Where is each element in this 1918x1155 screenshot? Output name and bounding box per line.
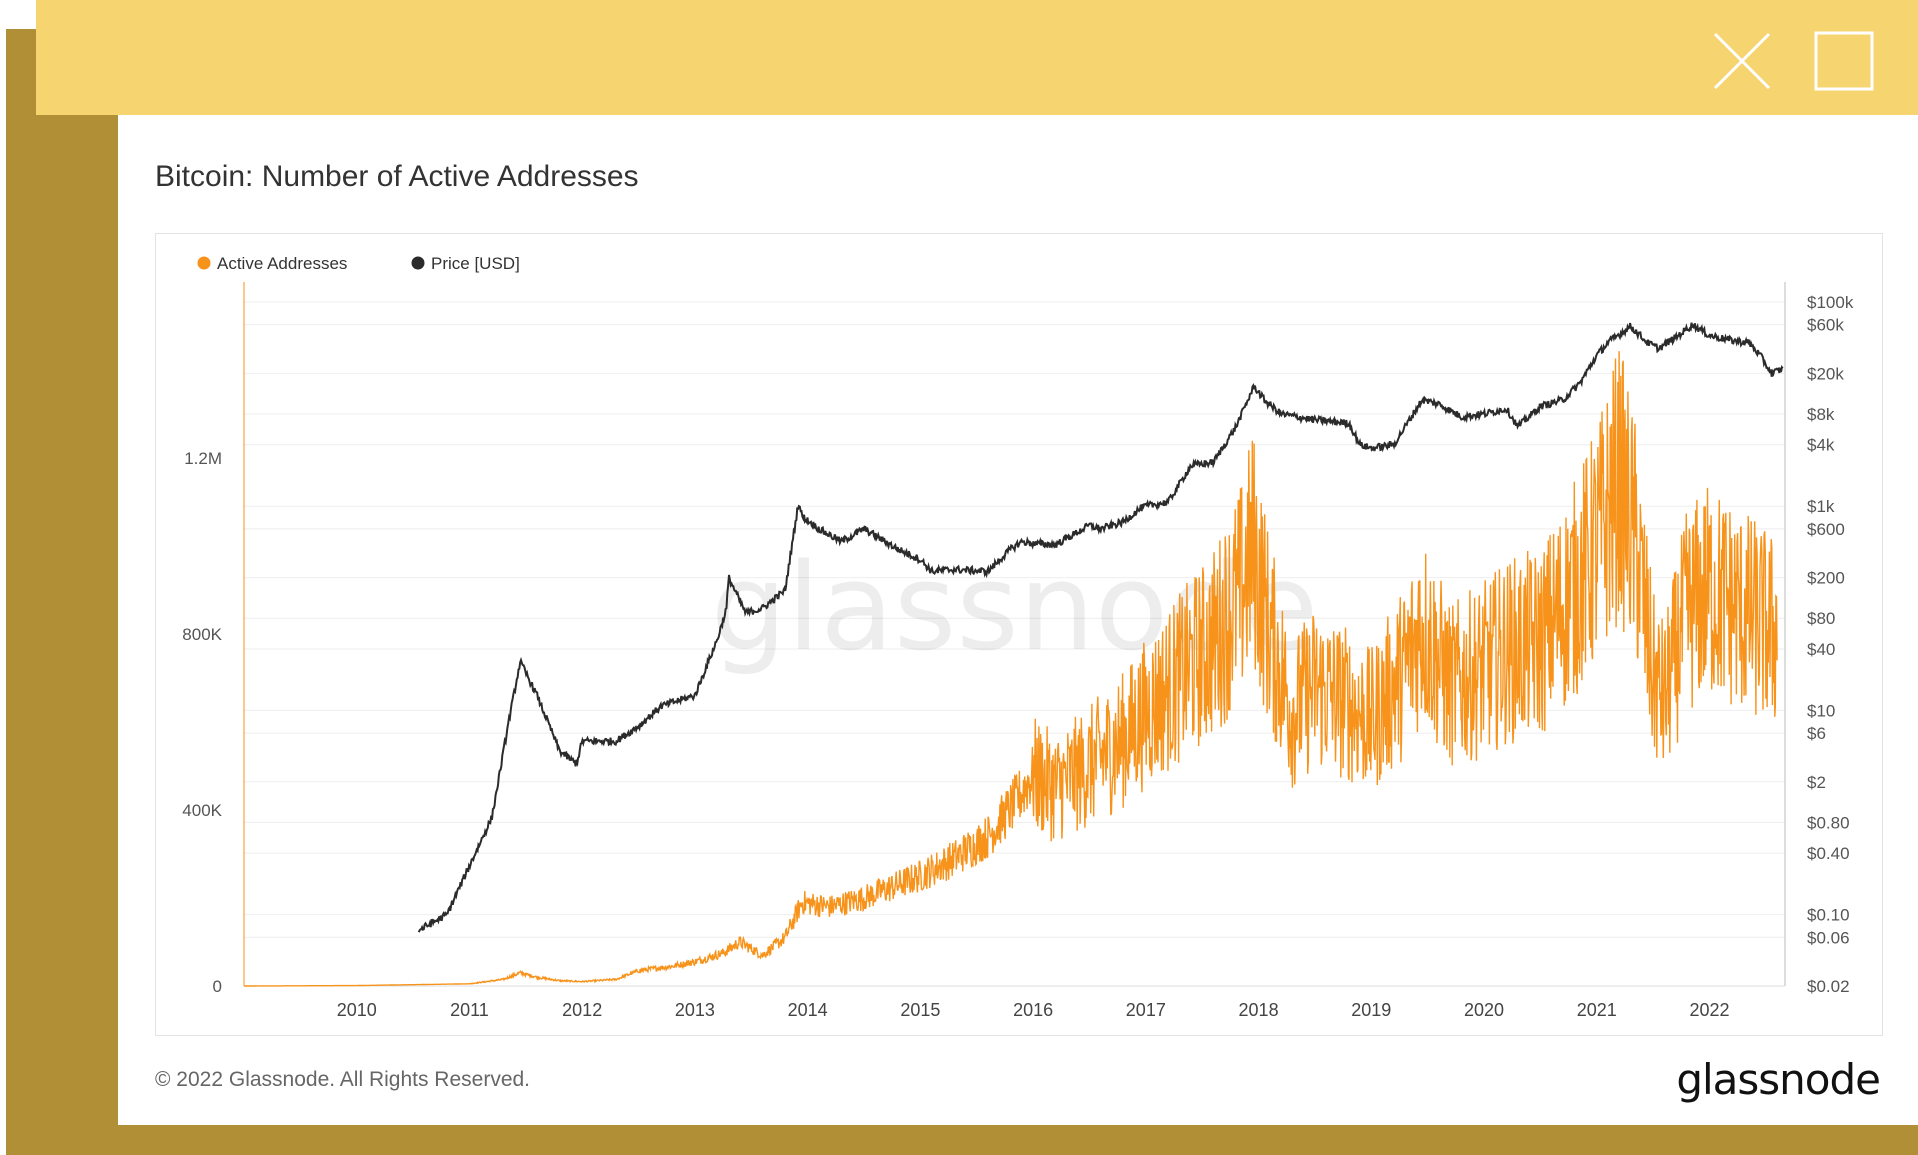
price-series [417,322,1784,933]
left-axis-tick-label: 400K [182,801,222,820]
maximize-button[interactable] [1813,30,1875,92]
glassnode-logo: glassnode [1676,1055,1881,1104]
x-axis-tick-label: 2019 [1351,1000,1391,1020]
x-axis-tick-label: 2021 [1577,1000,1617,1020]
right-axis-tick-label: $0.06 [1807,928,1850,947]
right-axis-tick-label: $0.80 [1807,813,1850,832]
maximize-icon [1814,31,1874,91]
x-axis-tick-label: 2011 [450,1000,489,1020]
legend-marker [197,256,211,270]
right-axis-tick-label: $2 [1807,773,1826,792]
x-axis-tick-label: 2013 [675,1000,715,1020]
right-axis-tick-label: $100k [1807,293,1854,312]
legend-item[interactable]: Price [USD] [411,254,520,273]
legend-label: Price [USD] [431,254,520,273]
x-axis-tick-label: 2018 [1239,1000,1279,1020]
left-axis-tick-label: 1.2M [184,449,222,468]
right-axis-tick-label: $80 [1807,609,1835,628]
x-axis-tick-label: 2010 [337,1000,377,1020]
right-axis-tick-label: $6 [1807,724,1826,743]
right-axis-tick-label: $200 [1807,569,1845,588]
x-axis-tick-label: 2017 [1126,1000,1166,1020]
x-axis-tick-label: 2012 [562,1000,602,1020]
right-axis-tick-label: $0.02 [1807,977,1850,996]
legend-label: Active Addresses [217,254,347,273]
right-axis-tick-label: $600 [1807,520,1845,539]
close-button[interactable] [1711,30,1773,92]
left-axis-tick-label: 800K [182,625,222,644]
right-axis-tick-label: $8k [1807,405,1835,424]
right-axis-tick-label: $10 [1807,701,1835,720]
x-axis-tick-label: 2022 [1689,1000,1729,1020]
legend-marker [411,256,425,270]
page-title: Bitcoin: Number of Active Addresses [155,160,639,193]
right-axis-tick-label: $20k [1807,364,1844,383]
right-axis-tick-label: $4k [1807,436,1835,455]
right-axis-tick-label: $0.10 [1807,906,1850,925]
right-axis-tick-label: $0.40 [1807,844,1850,863]
right-axis-tick-label: $1k [1807,497,1835,516]
x-axis-tick-label: 2015 [900,1000,940,1020]
x-axis-tick-label: 2020 [1464,1000,1504,1020]
title-bar [36,0,1918,115]
right-axis-tick-label: $40 [1807,640,1835,659]
legend-item[interactable]: Active Addresses [197,254,348,273]
left-axis-tick-label: 0 [213,977,222,996]
chart-svg: glassnode0400K800K1.2M$100k$60k$20k$8k$4… [182,254,1854,1020]
right-axis-tick-label: $60k [1807,316,1844,335]
x-axis-tick-label: 2014 [788,1000,828,1020]
copyright-text: © 2022 Glassnode. All Rights Reserved. [155,1068,531,1091]
active-addresses-series [244,351,1778,987]
chart-container: glassnode 0 400K 800K 1.2M $100k $60k $20k $8k $4… [155,233,1883,1036]
x-axis-tick-label: 2016 [1013,1000,1053,1020]
close-icon [1713,32,1771,90]
